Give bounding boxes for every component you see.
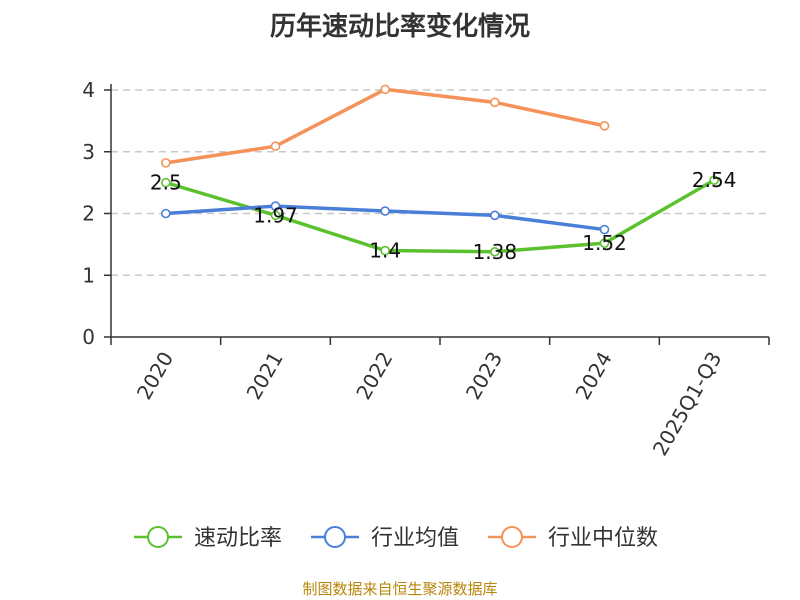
legend-marker (324, 526, 346, 548)
data-label: 1.52 (582, 231, 627, 255)
x-tick-label: 2024 (571, 348, 617, 404)
legend-marker (147, 526, 169, 548)
data-point (380, 206, 390, 216)
x-tick-label: 2022 (351, 348, 397, 404)
y-tick-label: 2 (82, 202, 95, 226)
data-label: 1.4 (369, 239, 401, 263)
legend-label: 行业均值 (371, 526, 459, 551)
legend-marker (501, 526, 523, 548)
data-point (599, 238, 610, 248)
data-point (161, 177, 171, 188)
data-point (490, 246, 500, 257)
x-tick-label: 2021 (242, 348, 288, 404)
legend-label: 速动比率 (194, 526, 282, 551)
data-point (709, 175, 719, 185)
y-tick-label: 1 (82, 263, 95, 287)
data-point (599, 224, 610, 235)
data-labels: 2.5 1.97 1.4 1.38 1.52 2.54 (150, 168, 737, 264)
data-label: 1.97 (253, 203, 298, 227)
data-point (161, 208, 171, 219)
series-lines (161, 84, 719, 257)
data-point (490, 210, 500, 221)
axes: 0 1 2 3 4 2020 2021 2022 2023 2024 2025Q1-Q3 (82, 78, 770, 460)
data-point (270, 201, 281, 211)
data-point (270, 141, 281, 151)
y-tick-label: 4 (82, 78, 95, 102)
data-label: 2.54 (692, 168, 737, 192)
data-point (380, 245, 390, 256)
y-tick-label: 3 (82, 140, 95, 164)
chart-title: 历年速动比率变化情况 (269, 12, 530, 42)
y-tick-label: 0 (82, 325, 95, 349)
data-label: 1.38 (473, 240, 518, 264)
data-point (599, 121, 610, 131)
source-note: 制图数据来自恒生聚源数据库 (302, 580, 498, 598)
x-tick-label: 2025Q1-Q3 (648, 348, 727, 460)
data-point (380, 84, 390, 95)
data-point (490, 97, 500, 108)
grid-lines (111, 89, 769, 276)
series-line-0 (165, 178, 716, 254)
series-line-2 (165, 87, 605, 165)
data-point (161, 158, 171, 168)
x-tick-label: 2020 (132, 348, 178, 404)
x-tick-label: 2023 (461, 348, 507, 404)
data-label: 2.5 (150, 171, 182, 195)
legend[interactable]: 速动比率 行业均值 行业中位数 (134, 526, 658, 551)
legend-label: 行业中位数 (548, 526, 658, 551)
data-point (270, 210, 281, 221)
